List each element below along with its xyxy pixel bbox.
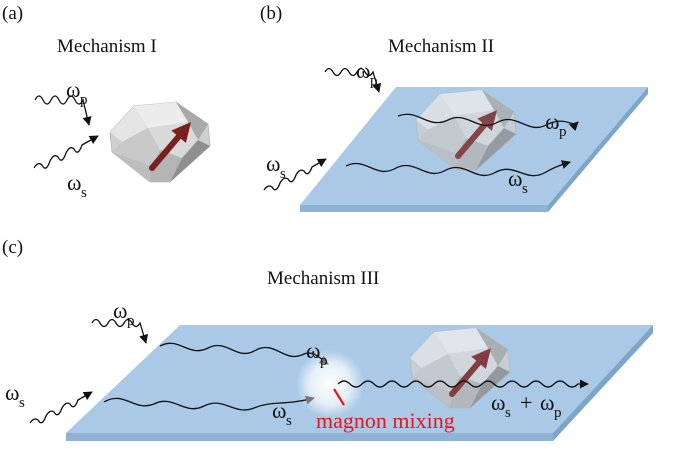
panel-b-title: Mechanism II xyxy=(388,36,494,57)
svg-text:+: + xyxy=(520,390,532,415)
svg-text:ω: ω xyxy=(67,170,81,195)
photon-wave-p xyxy=(34,95,92,126)
omega-s-mid-label: ω s xyxy=(272,398,292,429)
photon-wave-sum xyxy=(337,379,589,389)
svg-text:ω: ω xyxy=(66,77,80,102)
svg-text:ω: ω xyxy=(508,166,522,191)
svg-text:ω: ω xyxy=(491,390,505,415)
svg-text:ω: ω xyxy=(356,58,370,83)
omega-p-mid-label: ω p xyxy=(306,338,328,369)
svg-text:ω: ω xyxy=(5,380,19,405)
svg-text:p: p xyxy=(127,313,135,329)
svg-text:ω: ω xyxy=(545,109,559,134)
photon-wave-s-in xyxy=(263,158,327,191)
photon-wave-p-guided xyxy=(159,342,329,365)
panel-a: (a) Mechanism I ω p ω s xyxy=(2,3,210,201)
svg-text:s: s xyxy=(286,413,292,429)
svg-text:s: s xyxy=(81,185,87,201)
svg-text:p: p xyxy=(554,405,562,421)
slab-b-side xyxy=(548,87,648,212)
svg-text:ω: ω xyxy=(540,390,554,415)
svg-text:s: s xyxy=(280,166,286,182)
svg-text:ω: ω xyxy=(113,298,127,323)
photon-wave-s-in xyxy=(29,391,93,424)
panel-a-tag: (a) xyxy=(2,3,23,24)
svg-text:p: p xyxy=(559,124,567,140)
photon-wave-p-guided xyxy=(397,113,579,132)
magnet-crystal-icon xyxy=(110,102,210,182)
mixing-pointer xyxy=(333,388,345,406)
slab-b-front xyxy=(300,205,548,212)
panel-c: (c) Mechanism III ω p ω p ω s ω s xyxy=(2,237,653,441)
panel-c-tag: (c) xyxy=(2,237,23,258)
omega-sum-label: ω s + ω p xyxy=(491,390,562,421)
slab-c-front xyxy=(66,433,553,441)
omega-s-label: ω s xyxy=(5,380,25,411)
panel-c-title: Mechanism III xyxy=(267,268,379,289)
omega-s-label: ω s xyxy=(67,170,87,201)
omega-s-out-label: ω s xyxy=(508,166,528,197)
photon-wave-p-in xyxy=(324,67,382,93)
magnon-mixing-label: magnon mixing xyxy=(316,408,455,433)
panel-b-tag: (b) xyxy=(260,3,282,24)
photon-wave-s xyxy=(33,135,99,169)
svg-text:p: p xyxy=(370,73,378,89)
omega-p-label: ω p xyxy=(113,298,135,329)
svg-text:s: s xyxy=(19,395,25,411)
svg-text:p: p xyxy=(80,92,88,108)
svg-text:ω: ω xyxy=(266,151,280,176)
slab-c-side xyxy=(553,325,653,441)
svg-text:ω: ω xyxy=(272,398,286,423)
photon-wave-s-guided xyxy=(103,395,315,411)
photon-wave-s-guided xyxy=(345,160,571,177)
omega-p-out-label: ω p xyxy=(545,109,567,140)
svg-text:s: s xyxy=(522,181,528,197)
omega-p-label: ω p xyxy=(66,77,88,108)
omega-s-label: ω s xyxy=(266,151,286,182)
svg-text:ω: ω xyxy=(306,338,320,363)
svg-text:s: s xyxy=(505,405,511,421)
omega-p-label: ω p xyxy=(356,58,378,89)
panel-a-title: Mechanism I xyxy=(57,36,157,57)
photon-wave-p-in xyxy=(91,318,149,344)
svg-text:p: p xyxy=(320,353,328,369)
panel-b: (b) Mechanism II ω p ω p ω s ω s xyxy=(260,3,648,212)
